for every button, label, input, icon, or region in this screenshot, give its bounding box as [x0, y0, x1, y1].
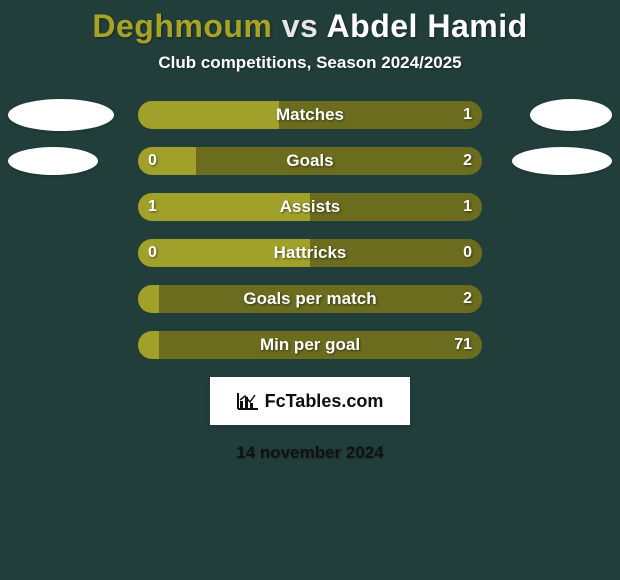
stat-label: Assists	[138, 193, 482, 221]
stat-label: Matches	[138, 101, 482, 129]
stat-row: Hattricks0 0	[0, 239, 620, 267]
stat-label: Min per goal	[138, 331, 482, 359]
left-ellipse	[8, 99, 114, 131]
bar-chart-icon	[237, 392, 259, 410]
stat-bar: Hattricks0 0	[138, 239, 482, 267]
stat-bar: Goals per match2	[138, 285, 482, 313]
stat-label: Goals	[138, 147, 482, 175]
footer-logo-text: FcTables.com	[265, 391, 384, 412]
right-ellipse	[512, 147, 612, 175]
stat-value-right: 0	[463, 239, 472, 267]
stat-row: Goals0 2	[0, 147, 620, 175]
footer-date: 14 november 2024	[0, 443, 620, 463]
stat-row: Goals per match2	[0, 285, 620, 313]
footer-logo: FcTables.com	[210, 377, 410, 425]
left-ellipse	[8, 147, 98, 175]
stat-value-right: 1	[463, 193, 472, 221]
title-right-name: Abdel Hamid	[327, 8, 528, 44]
stat-label: Hattricks	[138, 239, 482, 267]
stat-row: Matches1	[0, 101, 620, 129]
stat-bar: Min per goal71	[138, 331, 482, 359]
page-title: Deghmoum vs Abdel Hamid	[0, 8, 620, 45]
stat-row: Assists1 1	[0, 193, 620, 221]
stat-row: Min per goal71	[0, 331, 620, 359]
title-left-name: Deghmoum	[92, 8, 272, 44]
stat-bar: Matches1	[138, 101, 482, 129]
stat-value-right: 2	[463, 147, 472, 175]
right-ellipse	[530, 99, 612, 131]
stat-bar: Goals0 2	[138, 147, 482, 175]
stat-label: Goals per match	[138, 285, 482, 313]
comparison-infographic: Deghmoum vs Abdel Hamid Club competition…	[0, 0, 620, 580]
stat-value-right: 1	[463, 101, 472, 129]
title-vs: vs	[282, 8, 319, 44]
stat-value-left: 0	[148, 239, 157, 267]
stat-value-left: 1	[148, 193, 157, 221]
stat-value-right: 2	[463, 285, 472, 313]
subtitle: Club competitions, Season 2024/2025	[0, 53, 620, 73]
stat-value-right: 71	[454, 331, 472, 359]
stats-rows: Matches1Goals02Assists11Hattricks00Goals…	[0, 101, 620, 359]
stat-value-left: 0	[148, 147, 157, 175]
stat-bar: Assists1 1	[138, 193, 482, 221]
